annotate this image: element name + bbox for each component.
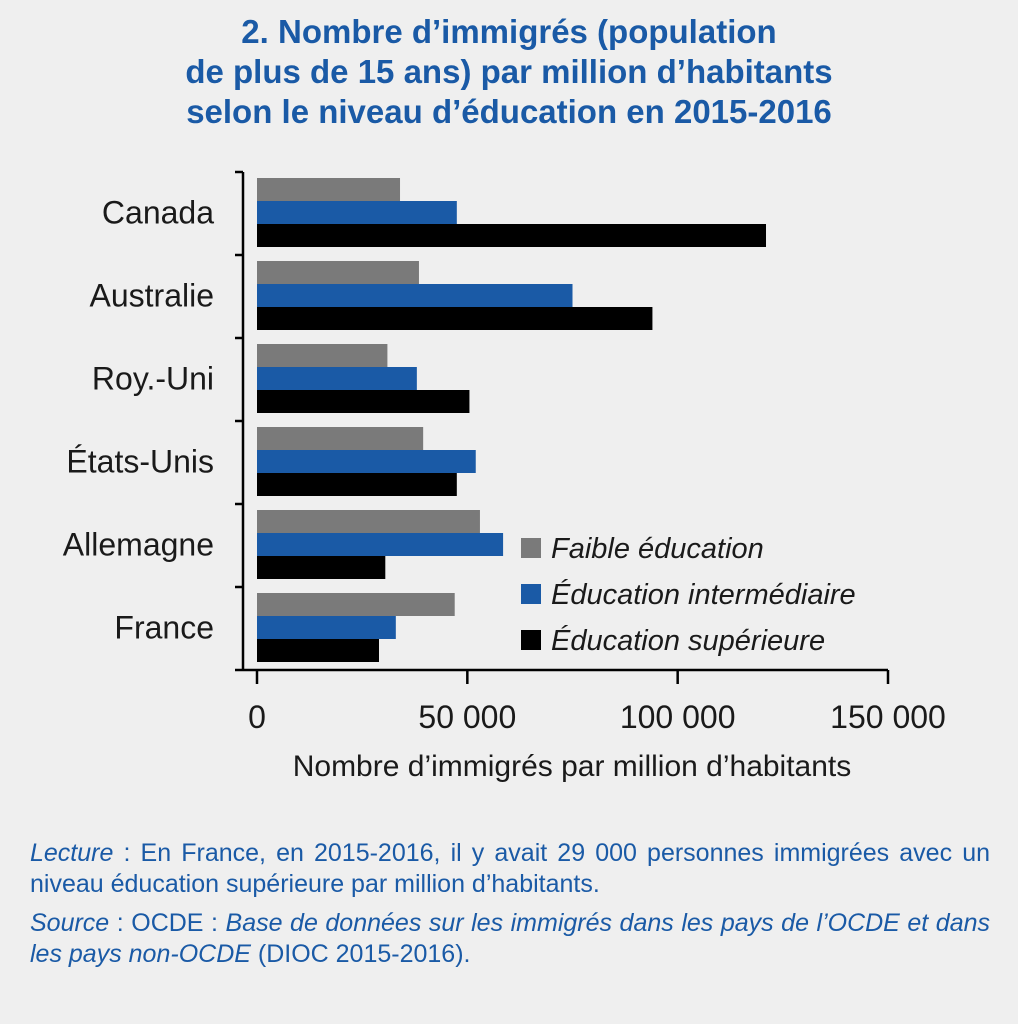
category-label-canada: Canada	[102, 195, 214, 231]
bar-allemagne-education-superieure	[257, 556, 386, 579]
x-tick-label: 50 000	[418, 699, 516, 735]
bar-australie-education-intermediaire	[257, 284, 573, 307]
bar-allemagne-education-intermediaire	[257, 533, 504, 556]
bar-etats-unis-faible-education	[257, 427, 424, 450]
source-database: Base de données sur les immigrés dans le…	[30, 909, 990, 968]
legend-label-education-intermediaire: Éducation intermédiaire	[551, 578, 856, 611]
title-line-3: selon le niveau d’éducation en 2015-2016	[186, 93, 832, 130]
bar-roy-uni-education-intermediaire	[257, 367, 417, 390]
category-label-allemagne: Allemagne	[63, 527, 214, 563]
bar-roy-uni-faible-education	[257, 344, 388, 367]
legend-swatch-education-intermediaire	[521, 584, 541, 604]
bar-canada-faible-education	[257, 178, 401, 201]
bar-canada-education-superieure	[257, 224, 767, 247]
source-label: Source	[30, 909, 110, 937]
x-tick-label: 150 000	[830, 699, 946, 735]
title-line-1: 2. Nombre d’immigrés (population	[241, 13, 777, 50]
source-note: Source : OCDE : Base de données sur les …	[30, 908, 990, 970]
legend-label-faible-education: Faible éducation	[551, 533, 764, 565]
bar-roy-uni-education-superieure	[257, 390, 470, 413]
x-axis-label: Nombre d’immigrés par million d’habitant…	[293, 750, 852, 783]
lecture-text: : En France, en 2015-2016, il y avait 29…	[30, 839, 990, 898]
legend-swatch-faible-education	[521, 538, 541, 558]
bar-chart: Canada Australie Roy.-Uni États-Unis Allemag…	[63, 170, 946, 783]
title-line-2: de plus de 15 ans) par million d’habitan…	[185, 53, 833, 90]
lecture-label: Lecture	[30, 839, 114, 867]
category-label-roy-uni: Roy.-Uni	[92, 361, 214, 397]
bar-australie-faible-education	[257, 261, 419, 284]
source-separator: : OCDE :	[109, 909, 226, 937]
bar-allemagne-faible-education	[257, 510, 480, 533]
bar-etats-unis-education-intermediaire	[257, 450, 476, 473]
legend-swatch-education-superieure	[521, 630, 541, 650]
chart-notes: Lecture : En France, en 2015-2016, il y …	[30, 838, 990, 978]
lecture-note: Lecture : En France, en 2015-2016, il y …	[30, 838, 990, 900]
x-tick-label: 100 000	[620, 699, 736, 735]
x-tick-label: 0	[248, 699, 266, 735]
category-label-australie: Australie	[90, 278, 215, 314]
bar-canada-education-intermediaire	[257, 201, 457, 224]
legend-label-education-superieure: Éducation supérieure	[551, 624, 825, 657]
bar-australie-education-superieure	[257, 307, 653, 330]
category-label-france: France	[114, 610, 214, 646]
chart-title: 2. Nombre d’immigrés (population de plus…	[0, 12, 1018, 132]
source-tail: (DIOC 2015-2016).	[250, 940, 471, 968]
bar-france-faible-education	[257, 593, 455, 616]
bar-etats-unis-education-superieure	[257, 473, 457, 496]
bar-france-education-intermediaire	[257, 616, 396, 639]
category-label-etats-unis: États-Unis	[66, 444, 214, 480]
bar-france-education-superieure	[257, 639, 379, 662]
